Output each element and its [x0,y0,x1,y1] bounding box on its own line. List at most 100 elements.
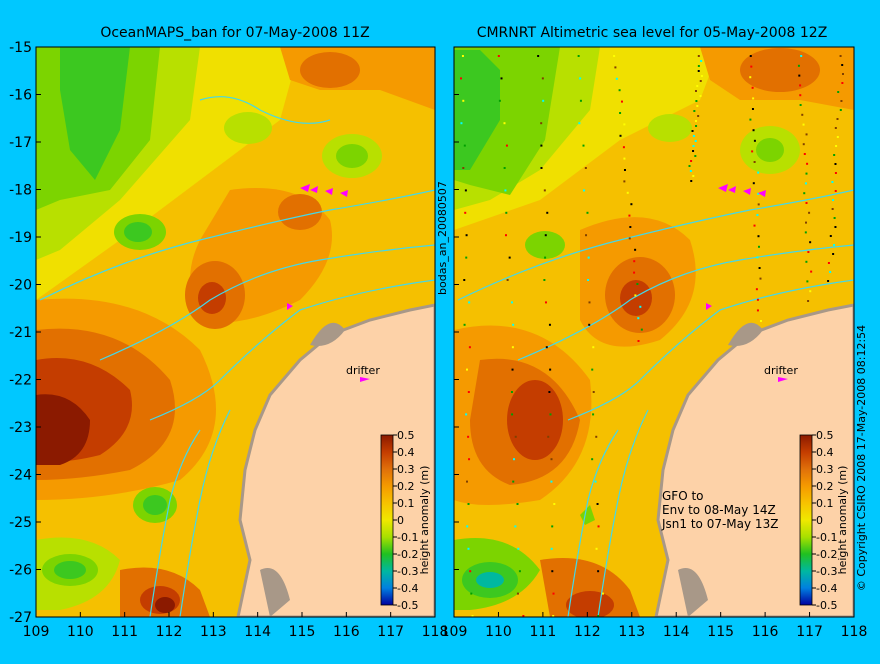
track-point [756,309,759,312]
track-point [622,146,625,149]
track-point [467,503,470,505]
left-colorbar-tick-label: -0.2 [397,548,418,561]
left-colorbar-tick-label: 0.3 [397,463,415,476]
track-point [806,280,809,283]
track-point [809,290,812,293]
track-point [510,301,513,304]
track-point [471,615,474,617]
left-lon-tick-label: 116 [333,624,360,640]
track-point [808,211,811,214]
track-point [582,144,585,147]
track-point [465,413,468,416]
track-point [802,123,805,126]
track-point [585,234,588,237]
track-point [516,503,519,505]
track-point [834,190,837,192]
track-point [550,458,553,461]
track-point [834,172,837,174]
track-point [805,221,808,224]
track-point [756,298,759,301]
track-point [540,167,543,169]
left-lon-tick-label: 114 [244,624,271,640]
left-colorbar-bar [380,434,394,606]
left-colorbar-tick-label: -0.3 [397,565,418,578]
track-point [540,144,543,147]
track-point [836,136,839,138]
track-point [546,211,549,214]
left-lon-tick-label: 109 [23,624,50,640]
track-point [505,211,508,214]
track-point [832,199,835,201]
track-point [516,592,519,595]
track-point [613,55,616,57]
left-lat-tick-label: -19 [9,230,32,246]
left-colorbar-tick-label: -0.4 [397,582,418,595]
track-point [695,125,698,127]
track-point [640,328,643,331]
left-lat-tick-label: -18 [9,183,32,199]
track-point [628,237,631,240]
track-point [697,70,700,72]
satellite-notes: GFO to Env to 08-May 14Z Jsn1 to 07-May … [661,489,778,531]
track-point [688,165,691,167]
track-point [807,251,810,253]
right-colorbar-tick-label: 0.4 [816,446,834,459]
track-point [695,100,698,102]
left-colorbar-tick-label: 0 [397,514,404,527]
track-point [465,256,468,259]
track-point [839,109,842,111]
track-point [759,320,762,322]
track-point [468,346,471,349]
track-point [579,77,582,80]
track-point [810,270,813,273]
track-point [503,167,506,169]
track-point [548,323,551,326]
track-point [550,547,553,550]
track-point [505,144,508,147]
left-map-field [36,47,435,617]
left-lon-tick-label: 112 [156,624,183,640]
track-point [809,241,812,244]
track-point [690,180,693,182]
left-lon-tick-label: 113 [200,624,227,640]
track-point [839,55,842,57]
track-point [584,167,587,169]
track-point [591,368,594,371]
track-point [549,368,552,371]
track-point [597,615,600,617]
track-point [804,231,807,234]
track-point [757,235,760,238]
track-point [692,150,695,152]
track-point [696,105,699,107]
track-point [615,77,618,80]
left-colorbar-tick-label: -0.1 [397,531,418,544]
track-point [693,110,696,112]
track-point [513,458,516,461]
right-bathymetry-contours [457,189,854,617]
track-point [463,323,466,326]
right-drifter-markers [706,184,788,382]
track-point [461,55,464,57]
track-point [504,189,507,192]
right-panel-title: CMRNRT Altimetric sea level for 05-May-2… [477,25,828,41]
track-point [466,480,469,483]
track-point [799,94,802,97]
track-point [634,294,637,297]
track-point [832,253,835,255]
track-point [500,77,503,80]
note-env: Env to 08-May 14Z [662,503,776,517]
right-drifter-label: drifter [764,364,798,377]
track-point [465,234,468,237]
track-point [543,189,546,192]
track-point [468,458,471,461]
track-point [549,413,552,416]
run-id-label: bodas_an_20080507 [436,181,449,295]
track-point [542,99,545,102]
left-colorbar-tick-label: 0.2 [397,480,415,493]
track-point [578,122,581,125]
track-point [545,346,548,349]
track-point [541,77,544,80]
track-point [629,226,632,228]
track-point [601,592,604,595]
